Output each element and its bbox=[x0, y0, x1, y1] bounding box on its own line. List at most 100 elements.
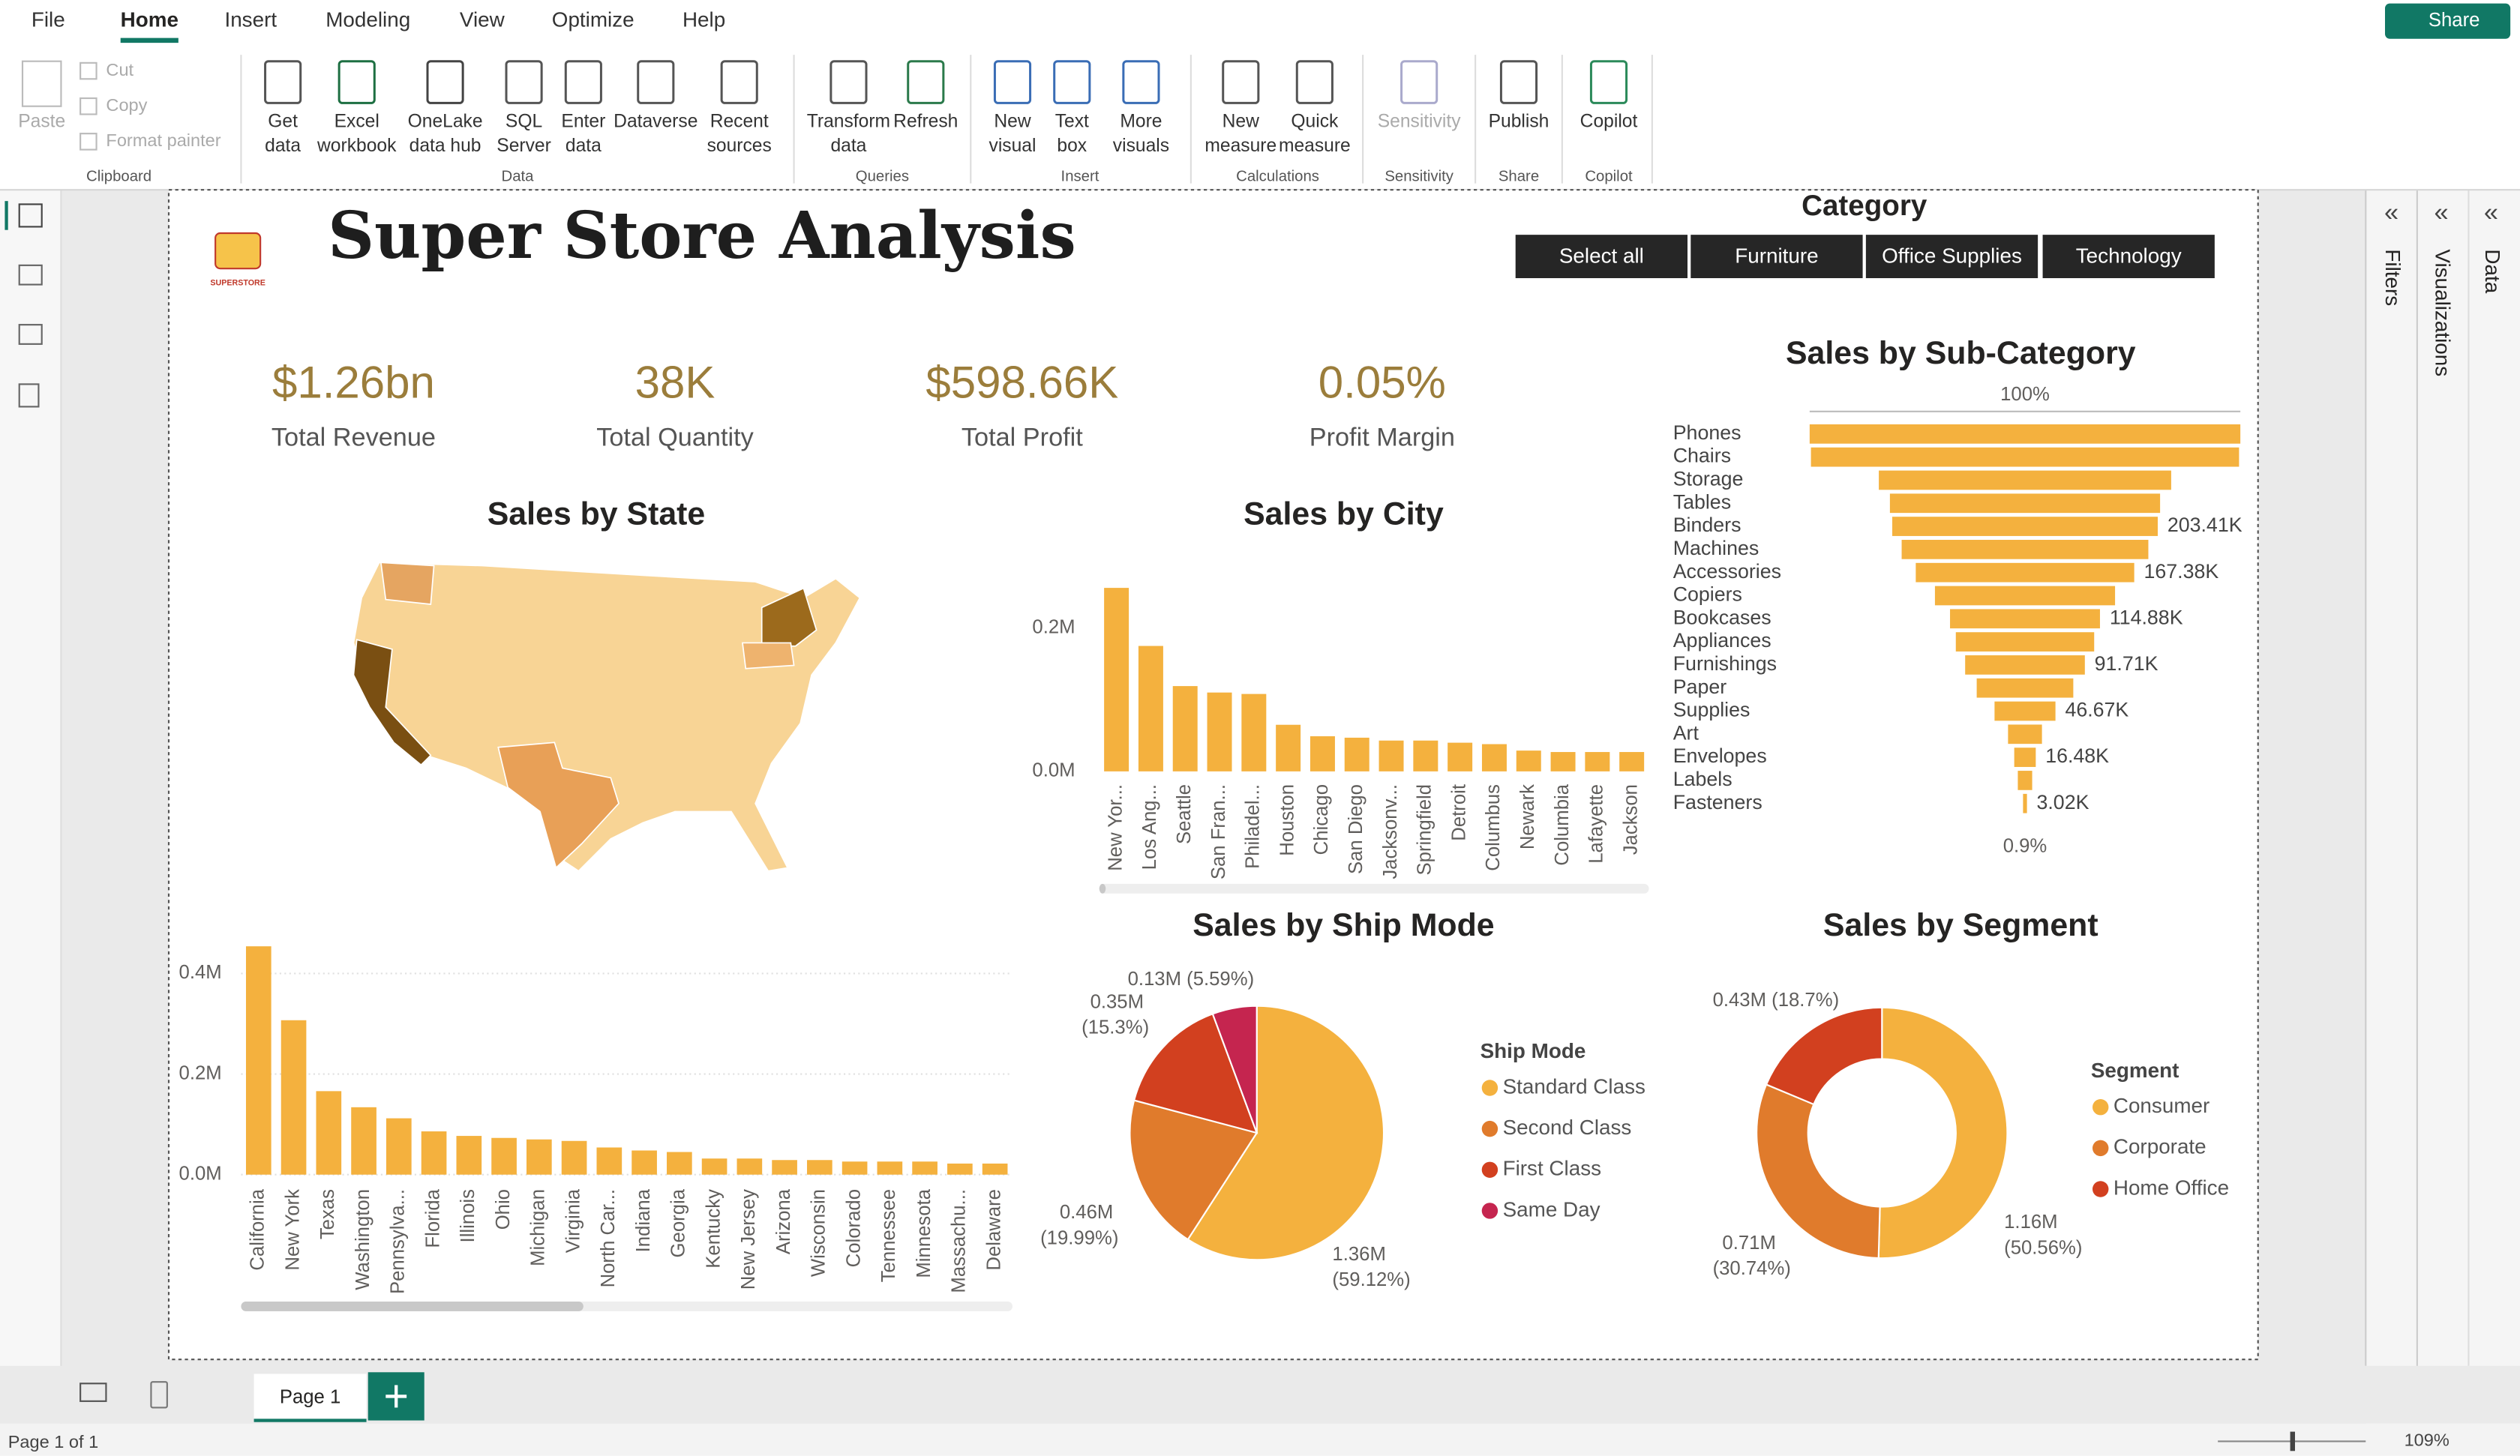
bar bbox=[351, 1107, 376, 1175]
ribbon-button-label[interactable]: Get bbox=[268, 112, 298, 132]
ribbon-button-icon bbox=[720, 60, 758, 104]
ribbon-button-label[interactable]: workbook bbox=[316, 136, 397, 156]
x-tick-label: Virginia bbox=[562, 1188, 584, 1253]
funnel-bar bbox=[2008, 724, 2042, 744]
collapse-chevron[interactable]: « bbox=[2384, 198, 2398, 226]
model-view-icon[interactable] bbox=[18, 324, 43, 345]
ribbon-group-label: Insert bbox=[1061, 168, 1100, 184]
scrollbar-thumb[interactable] bbox=[241, 1302, 584, 1311]
pane-label[interactable]: Visualizations bbox=[2432, 249, 2455, 376]
ribbon-button-label[interactable]: Recent bbox=[710, 112, 769, 132]
ribbon-group-label: Share bbox=[1498, 168, 1539, 184]
x-tick-label: Massachu... bbox=[949, 1189, 970, 1293]
dax-view-icon[interactable] bbox=[18, 383, 40, 408]
scrollbar-thumb[interactable] bbox=[1099, 883, 1106, 894]
ribbon-button-label[interactable]: data bbox=[265, 136, 301, 156]
ribbon-tab[interactable]: Help bbox=[682, 8, 725, 31]
donut-slice bbox=[1756, 1083, 1881, 1260]
slicer-item[interactable]: Select all bbox=[1559, 244, 1644, 268]
funnel-bar bbox=[1901, 540, 2149, 559]
ribbon-button-label[interactable]: box bbox=[1057, 136, 1087, 156]
ribbon-button-label[interactable]: Format painter bbox=[106, 130, 220, 150]
report-view-icon[interactable] bbox=[18, 203, 43, 228]
pane-label[interactable]: Filters bbox=[2381, 249, 2404, 306]
ribbon-tab[interactable]: Insert bbox=[224, 8, 277, 31]
ribbon-button-label[interactable]: Text bbox=[1055, 112, 1089, 132]
pane-label[interactable]: Data bbox=[2481, 249, 2504, 293]
ribbon-button-label[interactable]: Publish bbox=[1489, 112, 1550, 132]
slicer-item[interactable]: Office Supplies bbox=[1882, 244, 2022, 268]
table-view-icon[interactable] bbox=[18, 264, 43, 286]
ribbon-button-label[interactable]: visuals bbox=[1113, 136, 1169, 156]
ribbon-button-label[interactable]: measure bbox=[1279, 136, 1351, 156]
ribbon-button-label[interactable]: visual bbox=[989, 136, 1036, 156]
ribbon-tab[interactable]: View bbox=[460, 8, 506, 31]
ribbon-button-label[interactable]: New bbox=[1222, 112, 1259, 132]
bar bbox=[1378, 740, 1404, 771]
ribbon-button-label[interactable]: Quick bbox=[1291, 112, 1339, 132]
x-tick-label: Wisconsin bbox=[808, 1189, 830, 1277]
slicer-item[interactable]: Technology bbox=[2076, 244, 2182, 268]
bar bbox=[1448, 742, 1473, 771]
ribbon-button-label[interactable]: Enter bbox=[561, 112, 605, 132]
slicer-item[interactable]: Furniture bbox=[1735, 244, 1818, 268]
chart-title: Sales by Sub-Category bbox=[1786, 335, 2136, 371]
bar bbox=[1619, 752, 1645, 771]
ribbon-tab[interactable]: Home bbox=[121, 8, 178, 31]
funnel-category: Envelopes bbox=[1673, 744, 1767, 767]
zoom-thumb[interactable] bbox=[2290, 1431, 2295, 1452]
slicer-button[interactable] bbox=[2042, 235, 2215, 278]
ribbon-button-label[interactable]: Refresh bbox=[893, 112, 958, 132]
collapse-chevron[interactable]: « bbox=[2484, 198, 2498, 226]
ribbon-button-icon bbox=[264, 60, 302, 104]
ribbon-button-label[interactable]: New bbox=[994, 112, 1030, 132]
slicer-button[interactable] bbox=[1690, 235, 1863, 278]
x-tick-label: Columbia bbox=[1552, 783, 1573, 865]
small-icon bbox=[80, 97, 98, 115]
ribbon-button-label[interactable]: Dataverse bbox=[614, 112, 698, 132]
ribbon-tab[interactable]: Modeling bbox=[326, 8, 410, 31]
ribbon-button-label[interactable]: measure bbox=[1204, 136, 1276, 156]
ribbon-button-label[interactable]: sources bbox=[707, 136, 772, 156]
legend-swatch bbox=[1481, 1120, 1498, 1137]
legend-entry: Consumer bbox=[2114, 1094, 2210, 1117]
ribbon-tab[interactable]: File bbox=[32, 8, 65, 31]
ribbon-group-label: Clipboard bbox=[86, 168, 152, 184]
ribbon-button-label[interactable]: Copy bbox=[106, 95, 147, 115]
ribbon-group-label: Copilot bbox=[1585, 168, 1633, 184]
ribbon-button-label[interactable]: Sensitivity bbox=[1378, 112, 1462, 132]
funnel-category: Furnishings bbox=[1673, 652, 1777, 675]
ribbon-button-label[interactable]: data hub bbox=[410, 136, 482, 156]
map-new-york bbox=[760, 587, 818, 647]
page-tab-label[interactable]: Page 1 bbox=[280, 1386, 340, 1407]
slicer-button[interactable] bbox=[1865, 235, 2038, 278]
ribbon-button-label[interactable]: Transform bbox=[807, 112, 890, 132]
ribbon-button-label[interactable]: Paste bbox=[18, 112, 65, 132]
ribbon-button-label[interactable]: Excel bbox=[334, 112, 380, 132]
slicer-button[interactable] bbox=[1515, 235, 1688, 278]
report-title: Super Store Analysis bbox=[328, 199, 1076, 274]
mobile-view-icon[interactable] bbox=[150, 1381, 168, 1409]
ribbon-button-label[interactable]: OneLake bbox=[408, 112, 483, 132]
ribbon-button-icon bbox=[993, 60, 1032, 104]
collapse-chevron[interactable]: « bbox=[2434, 198, 2448, 226]
bar bbox=[491, 1137, 517, 1175]
share-label[interactable]: Share bbox=[2428, 10, 2480, 31]
x-tick-label: Georgia bbox=[668, 1188, 689, 1257]
funnel-category: Phones bbox=[1673, 421, 1742, 444]
ribbon-button-label[interactable]: Server bbox=[496, 136, 551, 156]
ribbon-button-label[interactable]: SQL bbox=[506, 112, 542, 132]
share-button[interactable] bbox=[2385, 3, 2511, 39]
ribbon-tab[interactable]: Optimize bbox=[552, 8, 634, 31]
ribbon-button-label[interactable]: More bbox=[1120, 112, 1162, 132]
ribbon-button-label[interactable]: Copilot bbox=[1580, 112, 1638, 132]
ribbon-button-label[interactable]: data bbox=[566, 136, 602, 156]
data-label: 1.16M (50.56%) bbox=[2004, 1212, 2082, 1258]
scrollbar-track[interactable] bbox=[1099, 883, 1649, 894]
page-tab[interactable] bbox=[254, 1374, 367, 1422]
ribbon-button-label[interactable]: data bbox=[830, 136, 866, 156]
desktop-view-icon[interactable] bbox=[80, 1383, 107, 1402]
ribbon-button-label[interactable]: Cut bbox=[106, 60, 134, 79]
x-tick-label: Newark bbox=[1517, 784, 1538, 849]
kpi-value: $1.26bn bbox=[272, 357, 435, 407]
